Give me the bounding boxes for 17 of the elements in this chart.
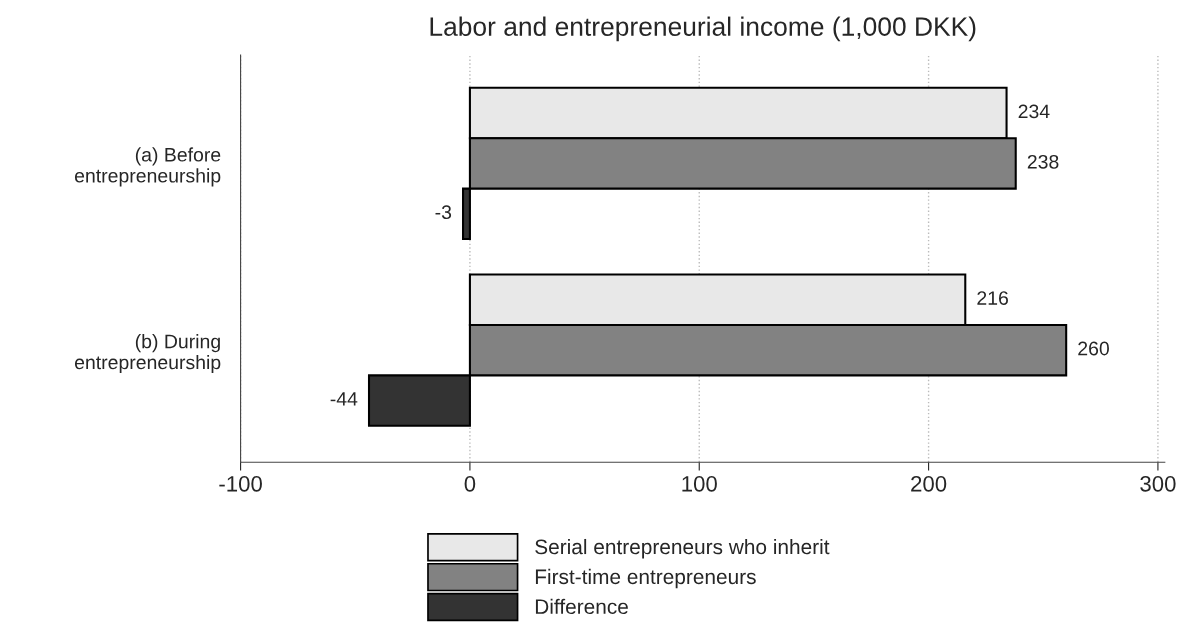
legend-label: Difference	[535, 598, 628, 615]
data-label: 216	[977, 291, 1008, 305]
data-label: 238	[1027, 154, 1059, 169]
x-tick-label: 100	[682, 475, 717, 492]
data-label: 234	[1018, 104, 1050, 119]
x-tick-label: 200	[911, 475, 947, 492]
x-tick-label: 300	[1140, 475, 1176, 492]
legend-label: Serial entrepreneurs who inherit	[535, 538, 830, 559]
legend-label: First-time entrepreneurs	[535, 568, 756, 589]
data-label: -3	[435, 205, 452, 220]
data-label: -44	[330, 392, 358, 406]
x-tick-label: -100	[219, 475, 262, 492]
chart-title: Labor and entrepreneurial income (1,000 DKK)	[430, 16, 976, 42]
x-tick-label: 0	[464, 475, 476, 492]
y-tick-label: (a) Before entrepreneurship	[74, 147, 221, 187]
data-label: 260	[1078, 341, 1109, 356]
y-tick-label: (b) During entrepreneurship	[74, 334, 221, 374]
